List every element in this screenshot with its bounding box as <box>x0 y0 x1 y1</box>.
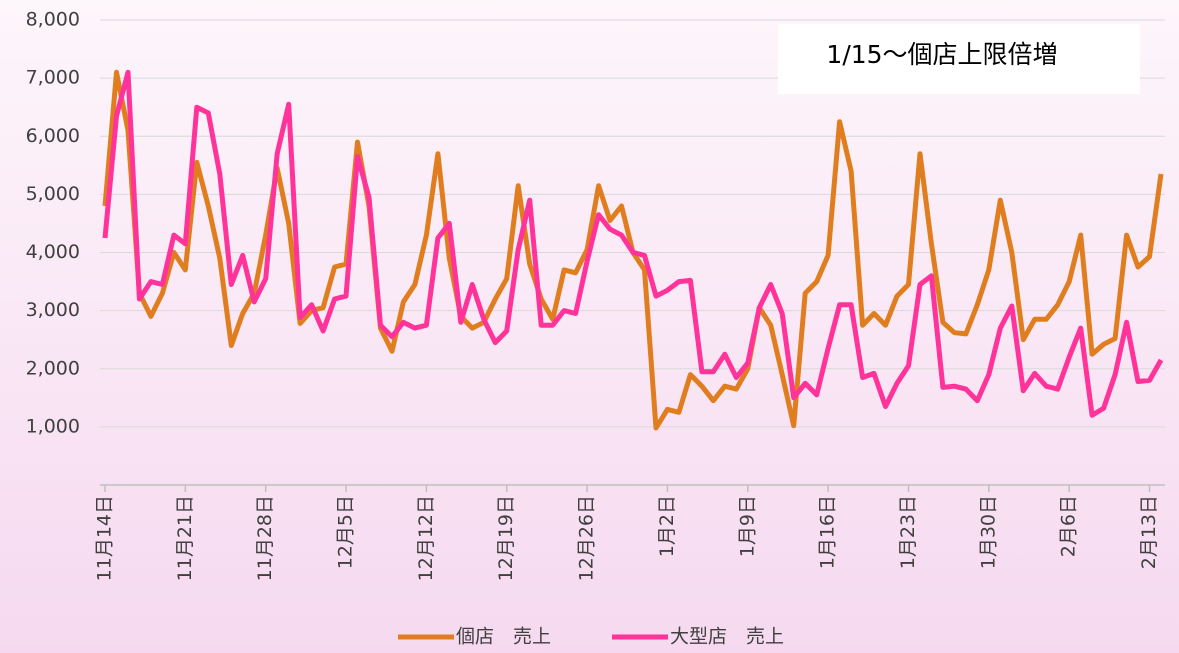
legend-label: 個店 売上 <box>456 626 551 648</box>
y-tick-label: 7,000 <box>26 67 80 89</box>
y-tick-label: 4,000 <box>26 241 80 263</box>
x-tick-label: 2月6日 <box>1058 495 1080 557</box>
x-tick-label: 1月2日 <box>656 495 678 557</box>
x-tick-label: 12月19日 <box>495 495 517 581</box>
x-tick-label: 11月28日 <box>254 495 276 581</box>
y-tick-label: 2,000 <box>26 357 80 379</box>
annotation-box <box>778 24 1140 94</box>
x-tick-label: 2月13日 <box>1138 495 1160 569</box>
x-tick-label: 12月5日 <box>335 495 357 569</box>
x-tick-label: 1月30日 <box>977 495 999 569</box>
y-tick-label: 5,000 <box>26 183 80 205</box>
y-tick-label: 1,000 <box>26 415 80 437</box>
x-tick-label: 1月9日 <box>736 495 758 557</box>
x-tick-label: 12月12日 <box>415 495 437 581</box>
legend-label: 大型店 売上 <box>670 626 784 648</box>
series-line <box>102 69 1164 418</box>
x-tick-label: 11月14日 <box>94 495 116 581</box>
y-tick-label: 6,000 <box>26 125 80 147</box>
annotation: 1/15～個店上限倍増 <box>826 40 1057 69</box>
y-tick-label: 8,000 <box>26 9 80 31</box>
x-tick-label: 1月23日 <box>897 495 919 569</box>
x-tick-label: 11月21日 <box>174 495 196 581</box>
y-tick-label: 3,000 <box>26 299 80 321</box>
x-tick-label: 1月16日 <box>817 495 839 569</box>
x-tick-label: 12月26日 <box>576 495 598 581</box>
